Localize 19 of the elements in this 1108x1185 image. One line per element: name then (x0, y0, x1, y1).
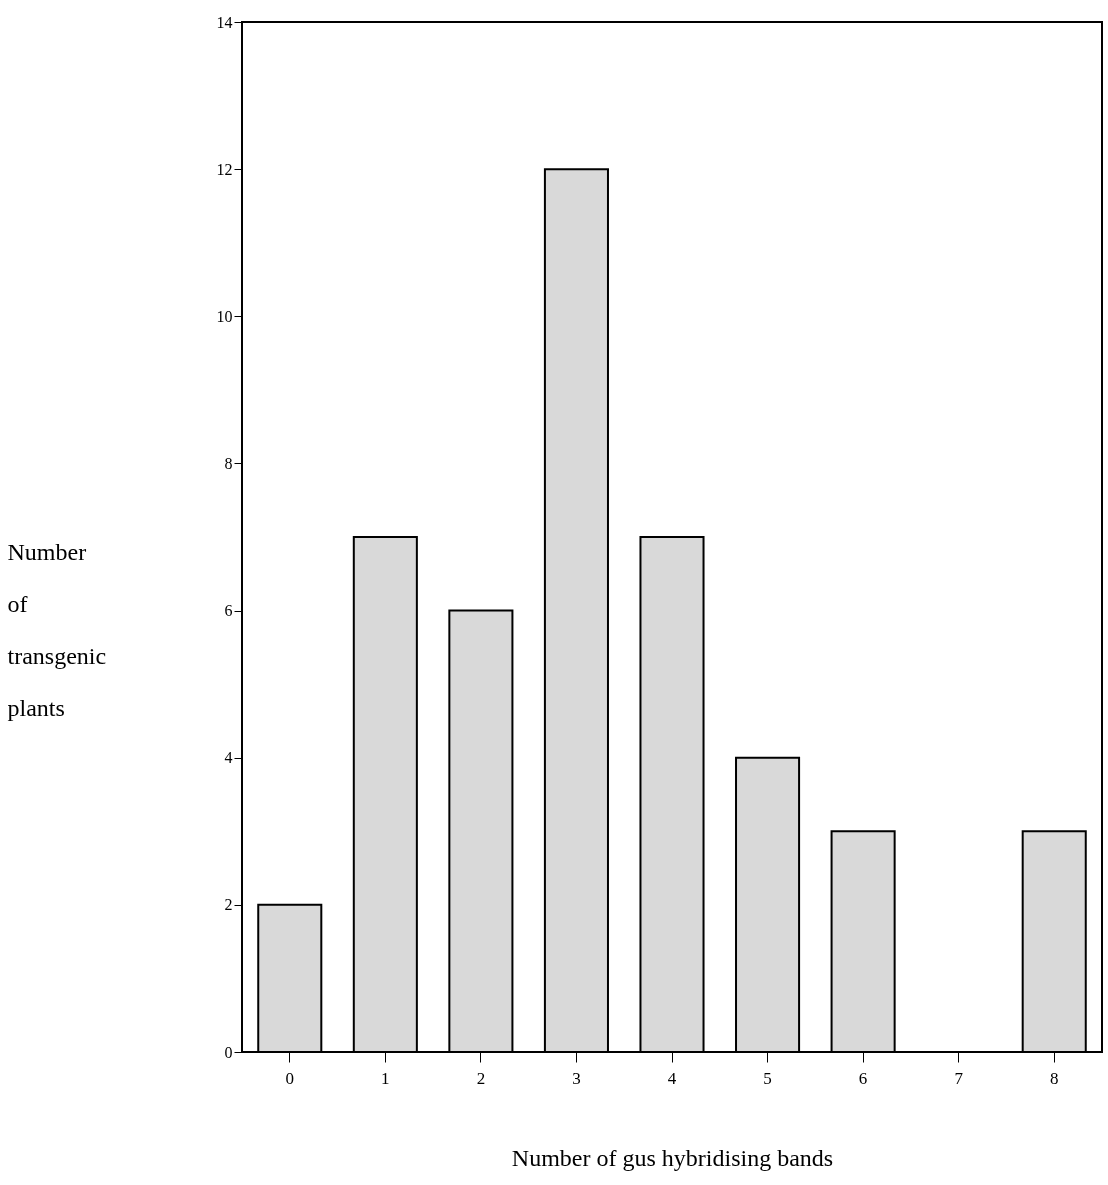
x-tick-label: 1 (381, 1068, 390, 1088)
x-tick-label: 8 (1049, 1068, 1059, 1088)
y-tick-label: 2 (224, 896, 233, 914)
y-tick-label: 12 (216, 160, 233, 178)
y-tick-label: 4 (224, 749, 233, 767)
x-tick-label: 4 (667, 1068, 677, 1088)
x-tick-label: 7 (954, 1068, 964, 1088)
x-tick-label: 6 (858, 1068, 868, 1088)
x-tick-label: 2 (476, 1068, 486, 1088)
x-tick-label: 0 (285, 1068, 295, 1088)
x-tick-label: 3 (572, 1068, 581, 1088)
y-tick-label: 8 (224, 454, 233, 472)
y-tick-label: 6 (224, 602, 233, 620)
x-axis-title: Number of gus hybridising bands (511, 1144, 834, 1171)
y-tick-label: 14 (216, 13, 233, 31)
y-axis-title: Number of transgenic plants (7, 538, 107, 721)
y-tick-label: 10 (216, 307, 233, 325)
y-tick-label: 0 (224, 1043, 233, 1061)
x-tick-label: 5 (763, 1068, 772, 1088)
